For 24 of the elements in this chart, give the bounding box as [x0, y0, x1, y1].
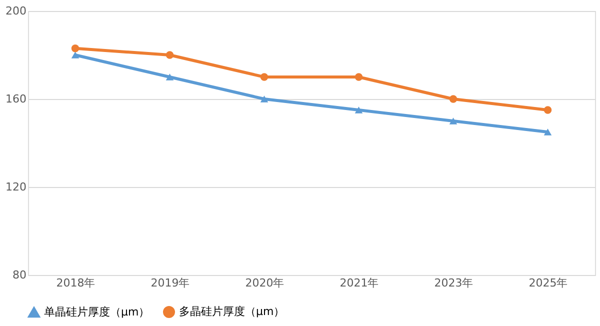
point — [166, 51, 174, 59]
point — [260, 96, 268, 102]
x-tick-label: 2021年 — [340, 276, 379, 290]
x-tick-label: 2019年 — [150, 276, 190, 290]
point — [260, 73, 268, 81]
y-tick-label: 120 — [6, 180, 26, 194]
point — [354, 73, 363, 81]
y-tick-label: 200 — [6, 4, 26, 18]
x-tick-label: 2020年 — [245, 276, 284, 290]
point — [544, 106, 552, 114]
y-tick-label: 160 — [6, 92, 26, 106]
legend-label: 单晶硅片厚度（μm） — [44, 305, 150, 318]
point — [166, 74, 174, 80]
point — [71, 52, 80, 58]
point — [449, 95, 458, 103]
x-tick-label: 2025年 — [528, 276, 568, 290]
legend-label: 多晶硅片厚度（μm） — [179, 305, 285, 318]
x-tick-label: 2018年 — [56, 276, 96, 290]
point — [354, 106, 363, 114]
x-tick-label: 2023年 — [434, 276, 474, 290]
point — [544, 128, 552, 136]
y-tick-label: 80 — [12, 268, 26, 282]
point — [71, 44, 80, 52]
point — [449, 118, 458, 124]
